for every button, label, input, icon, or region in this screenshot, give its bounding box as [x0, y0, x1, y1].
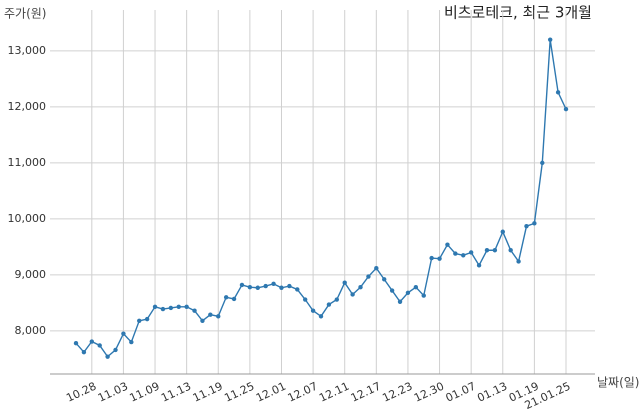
data-point	[563, 106, 569, 112]
data-point	[200, 318, 205, 323]
x-tick-label: 11.25	[222, 380, 256, 405]
x-tick-label: 12.23	[380, 380, 414, 405]
price-line	[75, 39, 567, 358]
data-point	[532, 221, 537, 226]
data-point	[263, 283, 268, 289]
data-point	[318, 314, 324, 319]
data-point	[255, 285, 260, 290]
data-point	[366, 274, 371, 279]
data-point	[184, 304, 189, 309]
data-point	[81, 349, 87, 355]
data-point	[247, 285, 253, 290]
data-point	[113, 347, 118, 353]
data-point	[271, 281, 276, 287]
y-tick-label: 13,000	[8, 44, 47, 57]
data-point	[492, 248, 498, 253]
data-point	[382, 277, 387, 282]
data-point	[437, 256, 442, 261]
y-tick-label: 12,000	[8, 100, 47, 113]
data-point	[508, 248, 513, 253]
data-point	[374, 265, 379, 271]
x-tick-label: 11.03	[96, 380, 130, 405]
data-point	[326, 302, 332, 307]
data-point	[445, 242, 450, 247]
data-point	[397, 299, 403, 304]
x-tick-label: 01.13	[475, 380, 509, 405]
data-point	[413, 285, 419, 290]
y-tick-label: 8,000	[15, 324, 47, 337]
data-point	[121, 331, 126, 336]
data-point	[287, 283, 292, 289]
data-point	[239, 282, 245, 288]
data-point	[105, 354, 110, 359]
x-tick-label: 12.11	[317, 380, 351, 405]
data-point	[468, 250, 474, 255]
y-tick-label: 11,000	[8, 156, 47, 169]
data-point	[279, 285, 284, 290]
data-point	[389, 288, 395, 293]
data-point	[137, 318, 142, 323]
y-tick-label: 10,000	[8, 212, 47, 225]
data-point	[453, 251, 458, 256]
x-tick-label: 11.19	[191, 380, 225, 405]
data-point	[429, 255, 434, 261]
data-point	[484, 248, 490, 253]
data-point	[302, 297, 308, 302]
x-axis-label: 날짜(일)	[597, 376, 639, 390]
data-point	[97, 343, 102, 348]
chart-title: 비츠로테크, 최근 3개월	[444, 4, 592, 22]
x-tick-label: 01.07	[444, 380, 478, 405]
data-point	[295, 287, 300, 292]
x-tick-label: 11.13	[159, 380, 193, 405]
data-point	[176, 304, 181, 309]
data-point	[421, 293, 426, 298]
data-point	[192, 308, 197, 313]
data-point	[223, 295, 229, 300]
data-point	[152, 304, 158, 309]
data-point	[547, 37, 553, 42]
data-point	[168, 305, 174, 311]
data-point	[342, 280, 347, 285]
data-point	[524, 223, 529, 229]
x-tick-label: 12.01	[254, 380, 288, 405]
x-tick-label: 12.30	[412, 380, 446, 405]
data-point	[216, 314, 221, 319]
x-tick-label: 11.09	[128, 380, 162, 405]
data-point	[350, 292, 355, 297]
data-point	[500, 229, 505, 234]
data-point	[160, 306, 166, 312]
x-tick-label: 12.07	[286, 380, 320, 405]
data-point	[334, 297, 340, 302]
data-point	[89, 339, 95, 344]
data-point	[73, 341, 79, 346]
data-point	[516, 259, 521, 264]
y-axis-label: 주가(원)	[4, 7, 46, 21]
data-point	[208, 312, 213, 317]
x-tick-label: 10.28	[64, 380, 98, 405]
data-point	[476, 263, 482, 268]
data-point	[358, 285, 363, 290]
data-point	[405, 290, 411, 295]
data-point	[144, 316, 150, 322]
data-point	[310, 308, 316, 313]
y-tick-label: 9,000	[15, 268, 47, 281]
data-point	[555, 90, 561, 95]
data-point	[461, 253, 466, 258]
x-tick-label: 12.17	[349, 380, 383, 405]
data-point	[129, 339, 134, 345]
data-point	[540, 160, 545, 166]
data-point	[231, 296, 237, 302]
